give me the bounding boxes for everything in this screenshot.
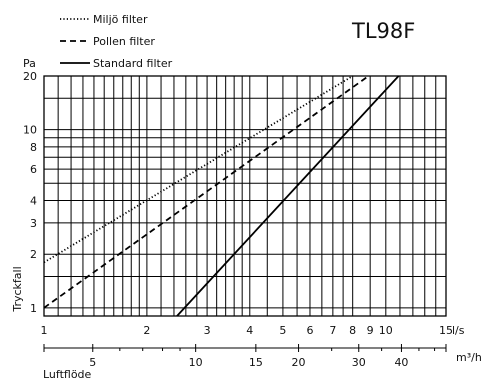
x-axis-unit: l/s [452, 324, 465, 337]
y-tick-label: 2 [30, 248, 37, 261]
secondary-x-axis: 5 10 15 20 30 40 [43, 344, 447, 369]
x-tick-label: 3 [204, 324, 211, 337]
secondary-x-axis-title: Luftflöde [43, 368, 92, 378]
plot-frame [43, 75, 447, 317]
y-tick-label: 6 [30, 163, 37, 176]
x-tick-label: 9 [367, 324, 374, 337]
x-tick-label: 15 [439, 324, 453, 337]
secondary-tick-label: 20 [292, 356, 306, 369]
legend-label-2: Pollen filter [93, 35, 155, 48]
y-tick-label: 10 [23, 124, 37, 137]
x-tick-label: 4 [246, 324, 253, 337]
x-tick-label: 2 [143, 324, 150, 337]
legend-label-3: Standard filter [93, 57, 173, 70]
x-tick-label: 8 [349, 324, 356, 337]
legend-label-1: Miljö filter [93, 13, 148, 26]
chart-title: TL98F [351, 19, 415, 43]
y-tick-label: 20 [23, 70, 37, 83]
plot-grid [43, 75, 447, 317]
secondary-x-unit-text: m³/h [456, 351, 482, 364]
secondary-tick-label: 30 [352, 356, 366, 369]
series-line-1 [43, 75, 354, 264]
legend: Miljö filter Pollen filter Standard filter [60, 13, 173, 70]
series-line-2 [43, 75, 370, 309]
secondary-tick-label: 10 [189, 356, 203, 369]
secondary-tick-label: 15 [249, 356, 263, 369]
y-axis-title: Tryckfall [11, 266, 24, 312]
secondary-tick-label: 5 [89, 356, 96, 369]
y-tick-label: 1 [30, 302, 37, 315]
x-tick-label: 10 [379, 324, 393, 337]
x-tick-label: 5 [279, 324, 286, 337]
x-tick-label: 6 [306, 324, 313, 337]
y-tick-label: 8 [30, 141, 37, 154]
x-axis: 1 2 3 4 5 6 7 8 9 10 15 [41, 324, 454, 337]
y-axis: 1 2 3 4 6 8 10 20 [23, 70, 37, 315]
secondary-tick-label: 40 [394, 356, 408, 369]
x-tick-label: 1 [41, 324, 48, 337]
y-tick-label: 3 [30, 217, 37, 230]
series-line-3 [176, 75, 400, 317]
secondary-x-unit: m³/h [456, 351, 482, 364]
x-tick-label: 7 [329, 324, 336, 337]
y-unit-label: Pa [23, 57, 36, 70]
y-tick-label: 4 [30, 195, 37, 208]
series-layer [43, 75, 400, 317]
